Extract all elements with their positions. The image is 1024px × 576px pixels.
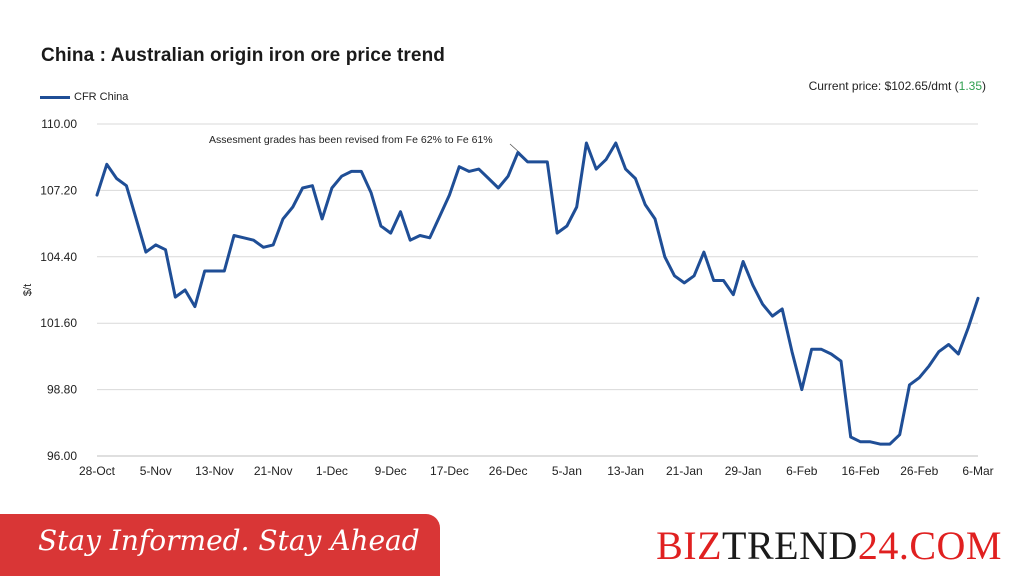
x-tick-label: 13-Jan — [607, 464, 644, 478]
chart-legend: CFR China — [40, 91, 128, 103]
current-price: Current price: $102.65/dmt (1.35) — [809, 79, 986, 93]
chart-title: China : Australian origin iron ore price… — [41, 45, 445, 66]
slogan-text: Stay Informed. Stay Ahead — [38, 524, 420, 557]
y-tick-label: 110.00 — [41, 117, 77, 131]
y-axis-label: $/t — [22, 284, 34, 296]
y-tick-label: 96.00 — [47, 449, 77, 463]
current-price-label: Current price: $102.65/dmt ( — [808, 79, 959, 93]
x-tick-label: 5-Nov — [140, 464, 172, 478]
series-line-cfr-china — [95, 141, 980, 446]
legend-label: CFR China — [74, 91, 129, 103]
x-tick-label: 9-Dec — [375, 464, 407, 478]
x-tick-label: 6-Feb — [786, 464, 818, 478]
y-tick-label: 107.20 — [40, 183, 77, 197]
x-tick-label: 16-Feb — [842, 464, 880, 478]
x-tick-label: 29-Jan — [725, 464, 762, 478]
legend-swatch — [40, 95, 70, 99]
x-axis-ticks: 28-Oct 5-Nov 13-Nov 21-Nov 1-Dec 9-Dec 17-Dec 2… — [79, 464, 994, 478]
current-price-change: 1.35 — [958, 79, 982, 93]
x-tick-label: 26-Dec — [489, 464, 528, 478]
x-tick-label: 21-Jan — [666, 464, 703, 478]
x-tick-label: 5-Jan — [552, 464, 582, 478]
brand-logo: BIZTREND24.COM — [656, 522, 1002, 569]
brand-part-trend: TREND — [722, 523, 858, 568]
current-price-close: ) — [982, 79, 986, 93]
line-chart: 96.00 98.80 101.60 104.40 107.20 110.00 28-Oc… — [22, 117, 994, 478]
gridlines — [97, 123, 978, 457]
x-tick-label: 1-Dec — [316, 464, 348, 478]
y-tick-label: 98.80 — [47, 383, 77, 397]
x-tick-label: 28-Oct — [79, 464, 116, 478]
slogan-banner: Stay Informed. Stay Ahead — [0, 514, 440, 576]
y-tick-label: 101.60 — [40, 316, 77, 330]
x-tick-label: 17-Dec — [430, 464, 469, 478]
x-tick-label: 6-Mar — [962, 464, 993, 478]
y-tick-label: 104.40 — [40, 250, 77, 264]
brand-banner: BIZTREND24.COM — [440, 514, 1024, 576]
brand-part-biz: BIZ — [656, 523, 723, 568]
brand-part-com: 24.COM — [857, 523, 1002, 568]
x-tick-label: 13-Nov — [195, 464, 234, 478]
series-cfr-china — [95, 141, 980, 446]
y-axis-ticks: 96.00 98.80 101.60 104.40 107.20 110.00 — [40, 117, 77, 463]
x-tick-label: 21-Nov — [254, 464, 293, 478]
x-tick-label: 26-Feb — [900, 464, 938, 478]
annotation-text: Assesment grades has been revised from F… — [209, 134, 493, 146]
